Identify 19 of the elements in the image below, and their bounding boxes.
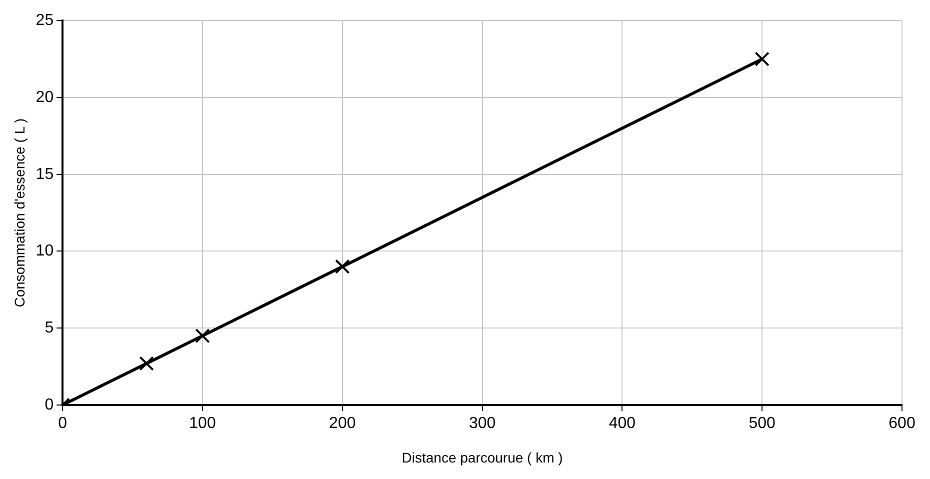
y-tick-label: 0 xyxy=(44,396,54,414)
x-tick-label: 600 xyxy=(888,415,916,432)
y-tick-label: 5 xyxy=(44,320,54,337)
x-tick-label: 300 xyxy=(468,415,496,432)
x-tick-label: 500 xyxy=(748,415,776,432)
y-tick-label: 15 xyxy=(36,166,54,183)
point xyxy=(139,356,154,371)
y-tick-label: 25 xyxy=(36,12,54,30)
x-tick-label: 400 xyxy=(608,415,636,432)
x-tick-label: 100 xyxy=(189,415,216,432)
y-tick-label: 20 xyxy=(36,88,54,106)
point xyxy=(195,328,210,344)
y-axis-title: Consommation d'essence ( L ) xyxy=(11,118,28,308)
y-tick-label: 10 xyxy=(36,242,54,260)
x-axis-title: Distance parcourue ( km ) xyxy=(402,449,563,466)
x-tick-label: 200 xyxy=(329,415,356,432)
x-tick-label: 0 xyxy=(58,415,68,432)
point xyxy=(754,52,770,66)
point xyxy=(335,259,350,274)
